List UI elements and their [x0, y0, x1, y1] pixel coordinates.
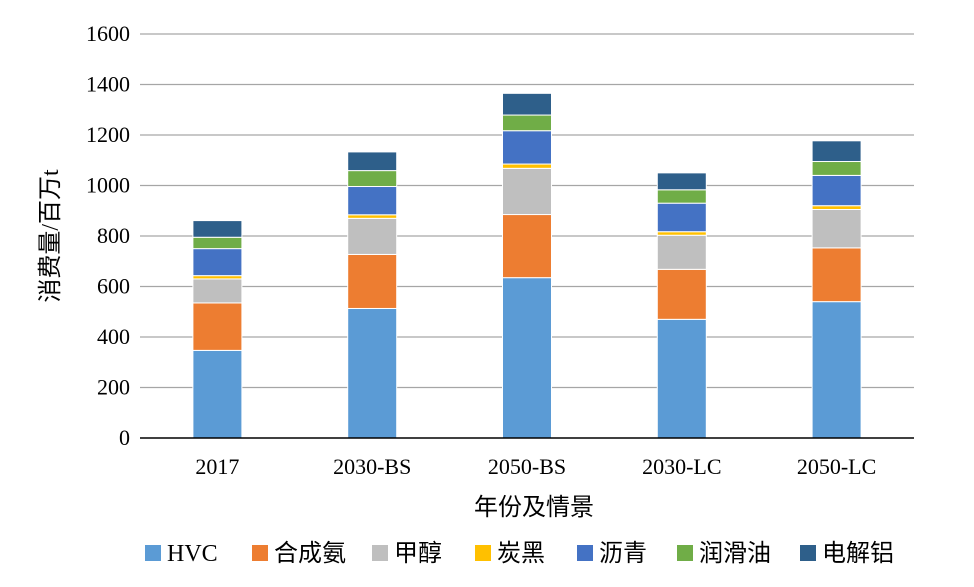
bar-segment: [347, 253, 398, 309]
bar-segment: [502, 214, 552, 279]
x-tick-label: 2050-BS: [488, 454, 566, 479]
y-tick-label: 600: [97, 274, 130, 299]
y-tick-label: 1600: [86, 21, 130, 46]
bar-segment: [656, 202, 707, 233]
legend-swatch: [145, 545, 161, 561]
bar-segment: [347, 214, 398, 219]
x-tick-label: 2017: [195, 454, 239, 479]
legend-swatch: [800, 545, 816, 561]
y-tick-label: 0: [119, 425, 130, 450]
bars: [192, 92, 862, 439]
legend-item: 甲醇: [372, 540, 442, 567]
legend: HVC 合成氨 甲醇 炭黑 沥青 润滑油 电解铝: [145, 540, 894, 567]
legend-label: 润滑油: [699, 540, 771, 567]
bar-segment: [347, 186, 398, 216]
bar-segment: [502, 167, 552, 216]
x-tick-label: 2050-LC: [797, 454, 876, 479]
legend-swatch: [677, 545, 693, 561]
bar-segment: [502, 92, 552, 116]
legend-item: 润滑油: [677, 540, 771, 567]
y-tick-label: 1400: [86, 72, 130, 97]
x-axis-label: 年份及情景: [474, 494, 594, 521]
bar-segment: [192, 236, 243, 250]
legend-swatch: [577, 545, 593, 561]
legend-item: HVC: [145, 541, 218, 567]
bar-segment: [811, 247, 862, 303]
legend-label: 炭黑: [497, 540, 545, 567]
x-tick-label: 2030-BS: [333, 454, 411, 479]
bar-segment: [347, 217, 398, 255]
bar-segment: [811, 205, 862, 210]
y-tick-label: 800: [97, 223, 130, 248]
bar-segment: [811, 140, 862, 163]
y-tick-label: 1000: [86, 173, 130, 198]
bar-segment: [347, 307, 398, 439]
x-axis-ticks: 2017 2030-BS 2050-BS 2030-LC 2050-LC: [195, 454, 876, 479]
bar-segment: [192, 349, 243, 439]
legend-label: 合成氨: [274, 540, 346, 567]
y-tick-label: 400: [97, 324, 130, 349]
legend-item: 沥青: [577, 540, 647, 567]
legend-item: 炭黑: [475, 540, 545, 567]
legend-swatch: [475, 545, 491, 561]
bar-segment: [192, 248, 243, 277]
y-tick-label: 200: [97, 375, 130, 400]
bar-segment: [811, 301, 862, 439]
bar-stack: [811, 140, 862, 439]
y-tick-label: 1200: [86, 122, 130, 147]
legend-label: 沥青: [599, 540, 647, 567]
bar-segment: [192, 278, 243, 304]
bar-stack: [502, 92, 552, 439]
legend-swatch: [372, 545, 388, 561]
y-axis-label: 消费量/百万t: [37, 169, 64, 303]
x-tick-label: 2030-LC: [642, 454, 721, 479]
bar-segment: [656, 172, 707, 191]
bar-stack: [656, 172, 707, 439]
bar-segment: [656, 234, 707, 270]
legend-label: 电解铝: [822, 540, 894, 567]
bar-segment: [811, 174, 862, 207]
bar-segment: [502, 163, 552, 169]
legend-item: 合成氨: [252, 540, 346, 567]
bar-segment: [656, 189, 707, 204]
y-axis-ticks: 0 200 400 600 800 1000 1200 1400 1600: [86, 21, 130, 450]
bar-segment: [656, 268, 707, 320]
legend-item: 电解铝: [800, 540, 894, 567]
bar-stack: [192, 220, 243, 439]
legend-label: 甲醇: [394, 540, 442, 567]
bar-segment: [811, 208, 862, 249]
legend-label: HVC: [167, 541, 218, 567]
bar-segment: [656, 318, 707, 439]
bar-segment: [347, 170, 398, 188]
bar-segment: [502, 277, 552, 439]
bar-segment: [192, 302, 243, 351]
bar-segment: [502, 114, 552, 132]
bar-segment: [502, 130, 552, 165]
bar-segment: [656, 231, 707, 236]
bar-segment: [347, 151, 398, 172]
legend-swatch: [252, 545, 268, 561]
bar-stack: [347, 151, 398, 439]
bar-segment: [192, 220, 243, 238]
bar-segment: [811, 161, 862, 176]
